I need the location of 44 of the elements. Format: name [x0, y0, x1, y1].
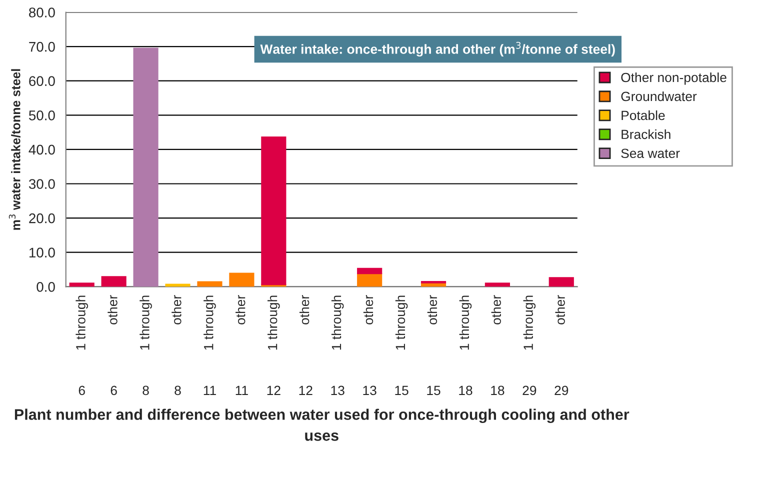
category-label: other 8	[172, 295, 182, 396]
y-tick-label: 60.0	[29, 76, 55, 86]
y-tick-label: 10.0	[29, 248, 55, 258]
y-tick-label: 70.0	[29, 42, 55, 52]
y-tick-label: 30.0	[28, 179, 55, 189]
category-label: 1 through 15	[395, 296, 408, 396]
y-tick-label: 0.0	[36, 282, 55, 292]
y-tick-label: 40.0	[28, 144, 55, 155]
bar	[548, 277, 574, 287]
category-label: other 6	[108, 295, 118, 396]
category-label: 1 through 18	[459, 296, 472, 396]
bar	[133, 48, 158, 287]
bar	[101, 276, 126, 287]
y-tick-label: 20.0	[29, 213, 55, 224]
y-tick-label: 80.0	[29, 8, 55, 18]
category-label: 1 through 12	[267, 296, 280, 395]
bar	[357, 273, 382, 287]
category-label: other 11	[236, 295, 248, 395]
bar	[261, 136, 286, 286]
legend-label: Potable	[622, 110, 665, 120]
bar	[165, 284, 190, 287]
category-label: other 13	[363, 295, 376, 396]
bar	[197, 281, 222, 287]
category-label: other 18	[491, 295, 504, 396]
bar	[484, 282, 510, 287]
category-label: other 29	[554, 295, 568, 396]
category-label: other 15	[427, 295, 440, 396]
category-label: 1 through 11	[204, 296, 216, 395]
y-axis-title: m$^{3}$ water intake/tonne steel	[8, 69, 20, 230]
bar	[229, 272, 254, 287]
category-label: 1 through 6	[76, 296, 88, 396]
category-label: other 12	[299, 295, 312, 395]
legend-label: Brackish	[622, 129, 670, 140]
text: Water intake: once-through and other (m$^{3}$/tonne of steel)	[260, 42, 615, 57]
category-label: 1 through 13	[331, 296, 344, 396]
bar	[357, 268, 382, 274]
y-tick-label: 50.0	[28, 110, 55, 120]
legend-label: Sea water	[621, 148, 680, 158]
bar	[69, 282, 94, 287]
text: Plant number and difference between water used for once-through cooling and other uses	[14, 408, 630, 441]
category-label: 1 through 8	[140, 296, 152, 396]
category-label: 1 through 29	[522, 296, 536, 396]
legend-label: Other non-potable	[621, 72, 726, 85]
legend-label: Groundwater	[621, 91, 697, 102]
